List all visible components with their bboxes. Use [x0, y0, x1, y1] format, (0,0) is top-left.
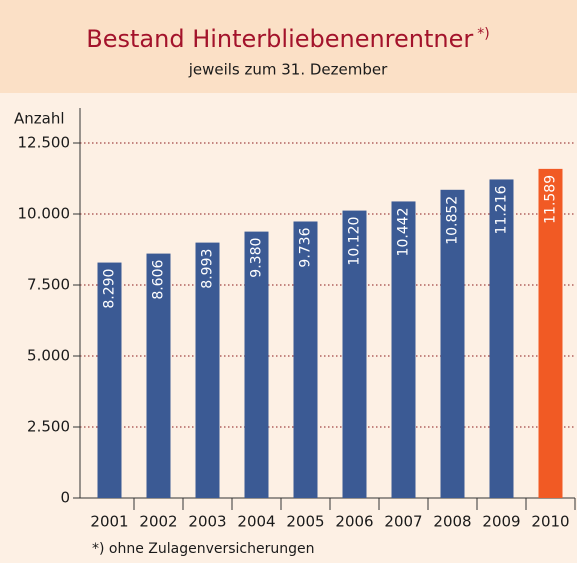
value-label: 10.442	[396, 207, 412, 256]
value-label: 10.120	[347, 217, 363, 266]
title-note: *)	[477, 26, 489, 42]
x-tick-label: 2006	[335, 513, 373, 531]
x-tick-label: 2009	[482, 513, 520, 531]
value-label: 9.736	[298, 227, 314, 267]
x-tick-label: 2003	[188, 513, 226, 531]
chart-title: Bestand Hinterbliebenenrentner *)	[86, 25, 489, 53]
x-tick-label: 2005	[286, 513, 324, 531]
y-tick-label: 10.000	[18, 205, 71, 223]
bar	[97, 262, 122, 498]
value-label: 8.290	[102, 269, 118, 309]
value-label: 11.589	[543, 175, 559, 224]
x-tick-label: 2008	[433, 513, 471, 531]
bar	[440, 189, 465, 498]
footnote: *) ohne Zulagenversicherungen	[92, 541, 315, 557]
title-text: Bestand Hinterbliebenenrentner	[86, 25, 473, 53]
value-label: 8.993	[200, 249, 216, 289]
x-tick-label: 2010	[531, 513, 569, 531]
x-tick-label: 2001	[90, 513, 128, 531]
value-label: 10.852	[445, 196, 461, 245]
value-label: 11.216	[494, 185, 510, 234]
x-tick-label: 2002	[139, 513, 177, 531]
value-label: 8.606	[151, 260, 167, 300]
bar	[342, 210, 367, 499]
y-tick-label: 2.500	[27, 418, 70, 436]
bar	[391, 201, 416, 498]
y-axis-label: Anzahl	[14, 110, 65, 128]
bar	[538, 168, 563, 498]
bar	[244, 231, 269, 498]
y-tick-label: 5.000	[27, 347, 70, 365]
bar	[146, 253, 171, 498]
y-tick-label: 7.500	[27, 276, 70, 294]
header-band	[0, 0, 577, 93]
bar	[293, 221, 318, 498]
chart-subtitle: jeweils zum 31. Dezember	[188, 61, 388, 79]
x-tick-label: 2004	[237, 513, 275, 531]
bar	[489, 179, 514, 498]
value-label: 9.380	[249, 238, 265, 278]
y-tick-label: 12.500	[18, 134, 71, 152]
x-tick-label: 2007	[384, 513, 422, 531]
bar	[195, 242, 220, 498]
y-tick-label: 0	[60, 489, 70, 507]
